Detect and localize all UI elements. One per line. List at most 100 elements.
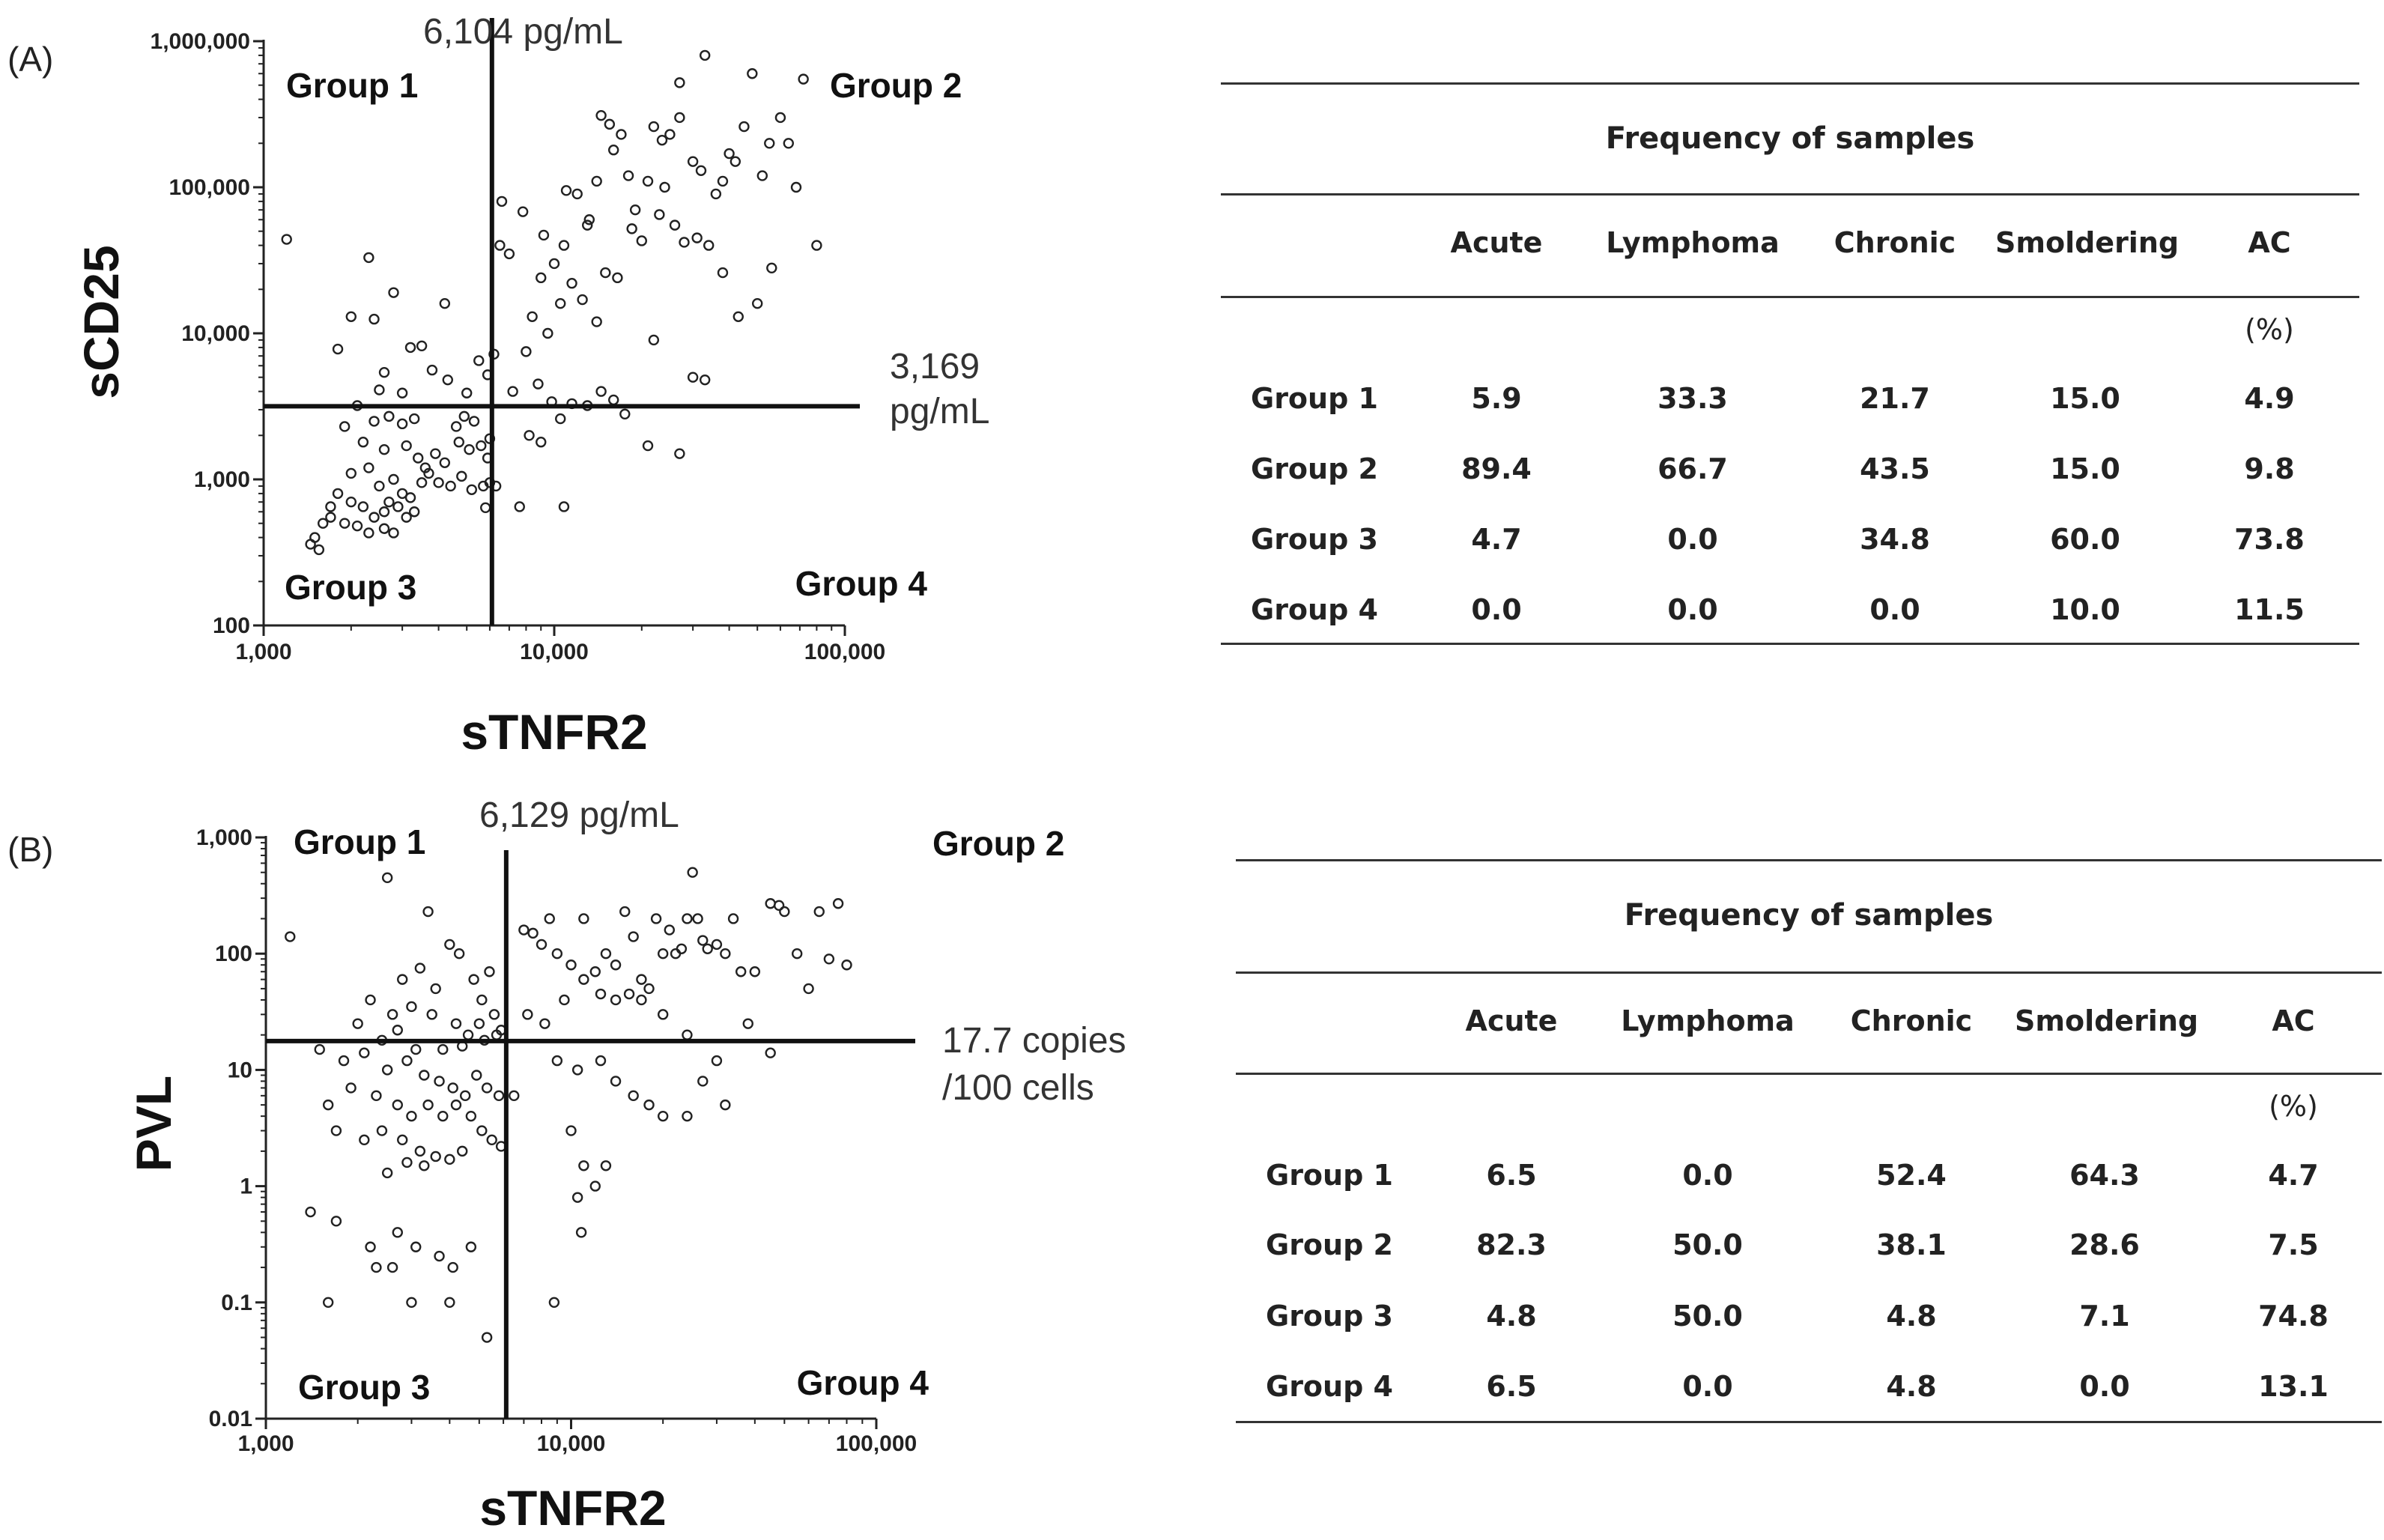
- quadrant-label-group-3: Group 3: [285, 568, 416, 607]
- data-point: [392, 501, 404, 512]
- data-point: [711, 939, 723, 951]
- table-cell: 6.5: [1486, 1370, 1537, 1403]
- data-point: [363, 527, 374, 539]
- data-point: [351, 520, 363, 532]
- data-point: [419, 1160, 430, 1171]
- data-point: [533, 378, 544, 389]
- data-point: [413, 452, 424, 464]
- data-point: [381, 872, 393, 884]
- data-point: [461, 387, 473, 398]
- quadrant-label-group-2: Group 2: [830, 66, 962, 105]
- data-point: [368, 416, 380, 427]
- data-point: [368, 512, 380, 523]
- table-cell: 10.0: [2050, 593, 2120, 626]
- data-point: [790, 181, 802, 193]
- data-point: [314, 1043, 325, 1055]
- table-b: Frequency of samples Acute Lymphoma Chro…: [1236, 859, 2382, 1428]
- data-point: [378, 443, 390, 455]
- data-point: [765, 898, 776, 909]
- data-point: [444, 1297, 455, 1309]
- data-point: [378, 366, 390, 378]
- row-label-group-1: Group 1: [1251, 382, 1378, 415]
- data-point: [345, 497, 357, 508]
- data-point: [578, 974, 589, 985]
- table-cell: 73.8: [2234, 523, 2305, 556]
- data-point: [408, 413, 420, 425]
- data-point: [578, 1160, 589, 1171]
- data-point: [453, 948, 465, 960]
- data-point: [610, 994, 622, 1006]
- quadrant-label-group-3: Group 3: [298, 1368, 430, 1407]
- data-point: [416, 477, 428, 488]
- data-point: [465, 1241, 477, 1252]
- table-cell: 0.0: [1682, 1370, 1733, 1403]
- data-point: [332, 343, 344, 355]
- data-point: [676, 943, 688, 954]
- data-point: [841, 960, 852, 971]
- data-point: [481, 1082, 493, 1094]
- data-point: [401, 440, 412, 452]
- data-point: [381, 1167, 393, 1179]
- data-point: [406, 1297, 417, 1309]
- data-point: [697, 935, 709, 946]
- data-point: [682, 1110, 693, 1122]
- table-cell: 9.8: [2244, 452, 2295, 485]
- data-point: [657, 948, 669, 960]
- data-point: [623, 988, 635, 1000]
- data-point: [388, 527, 399, 539]
- data-point: [636, 974, 647, 985]
- data-point: [650, 913, 662, 924]
- data-point: [691, 232, 703, 243]
- data-point: [600, 1160, 612, 1171]
- x-tick-label: 100,000: [804, 640, 885, 664]
- data-point: [803, 983, 814, 995]
- table-cell: 4.8: [1486, 1300, 1537, 1333]
- data-point: [774, 112, 786, 124]
- data-point: [473, 1018, 485, 1029]
- row-label-group-1: Group 1: [1266, 1159, 1393, 1192]
- data-point: [459, 1090, 471, 1102]
- data-point: [325, 501, 336, 512]
- table-cell: 4.8: [1886, 1370, 1937, 1403]
- data-point: [536, 272, 547, 284]
- data-point: [522, 1009, 533, 1020]
- data-point: [727, 913, 739, 924]
- data-point: [450, 1018, 462, 1029]
- table-cell: 4.8: [1886, 1300, 1937, 1333]
- data-point: [416, 340, 428, 352]
- x-axis-label: sTNFR2: [461, 704, 647, 760]
- data-point: [371, 1090, 382, 1102]
- data-point: [589, 966, 601, 977]
- y-tick-label: 100: [215, 942, 252, 966]
- data-point: [595, 988, 607, 1000]
- data-point: [345, 1082, 357, 1094]
- data-point: [724, 148, 735, 160]
- data-point: [600, 267, 611, 279]
- data-point: [628, 1090, 639, 1102]
- data-point: [595, 109, 607, 121]
- table-cell: 7.1: [2079, 1300, 2130, 1333]
- data-point: [404, 492, 416, 503]
- data-point: [453, 437, 464, 448]
- data-point: [595, 1055, 607, 1067]
- data-point: [717, 267, 729, 279]
- panel-label: (B): [7, 830, 53, 869]
- table-cell: 74.8: [2258, 1300, 2329, 1333]
- data-point: [692, 913, 703, 924]
- data-point: [654, 209, 665, 220]
- data-point: [406, 1001, 417, 1013]
- data-point: [643, 1099, 655, 1111]
- table-cell: 0.0: [2079, 1370, 2130, 1403]
- table-rule: [1221, 82, 2359, 85]
- data-point: [330, 1125, 342, 1136]
- data-point: [442, 374, 453, 386]
- quadrant-label-group-2: Group 2: [932, 824, 1064, 863]
- table-cell: 21.7: [1860, 382, 1930, 415]
- data-point: [363, 252, 374, 264]
- table-cell: 7.5: [2268, 1228, 2319, 1261]
- table-cell: 43.5: [1860, 452, 1930, 485]
- data-point: [392, 1025, 403, 1036]
- data-point: [465, 1110, 477, 1122]
- data-point: [434, 1250, 445, 1262]
- data-point: [325, 512, 336, 523]
